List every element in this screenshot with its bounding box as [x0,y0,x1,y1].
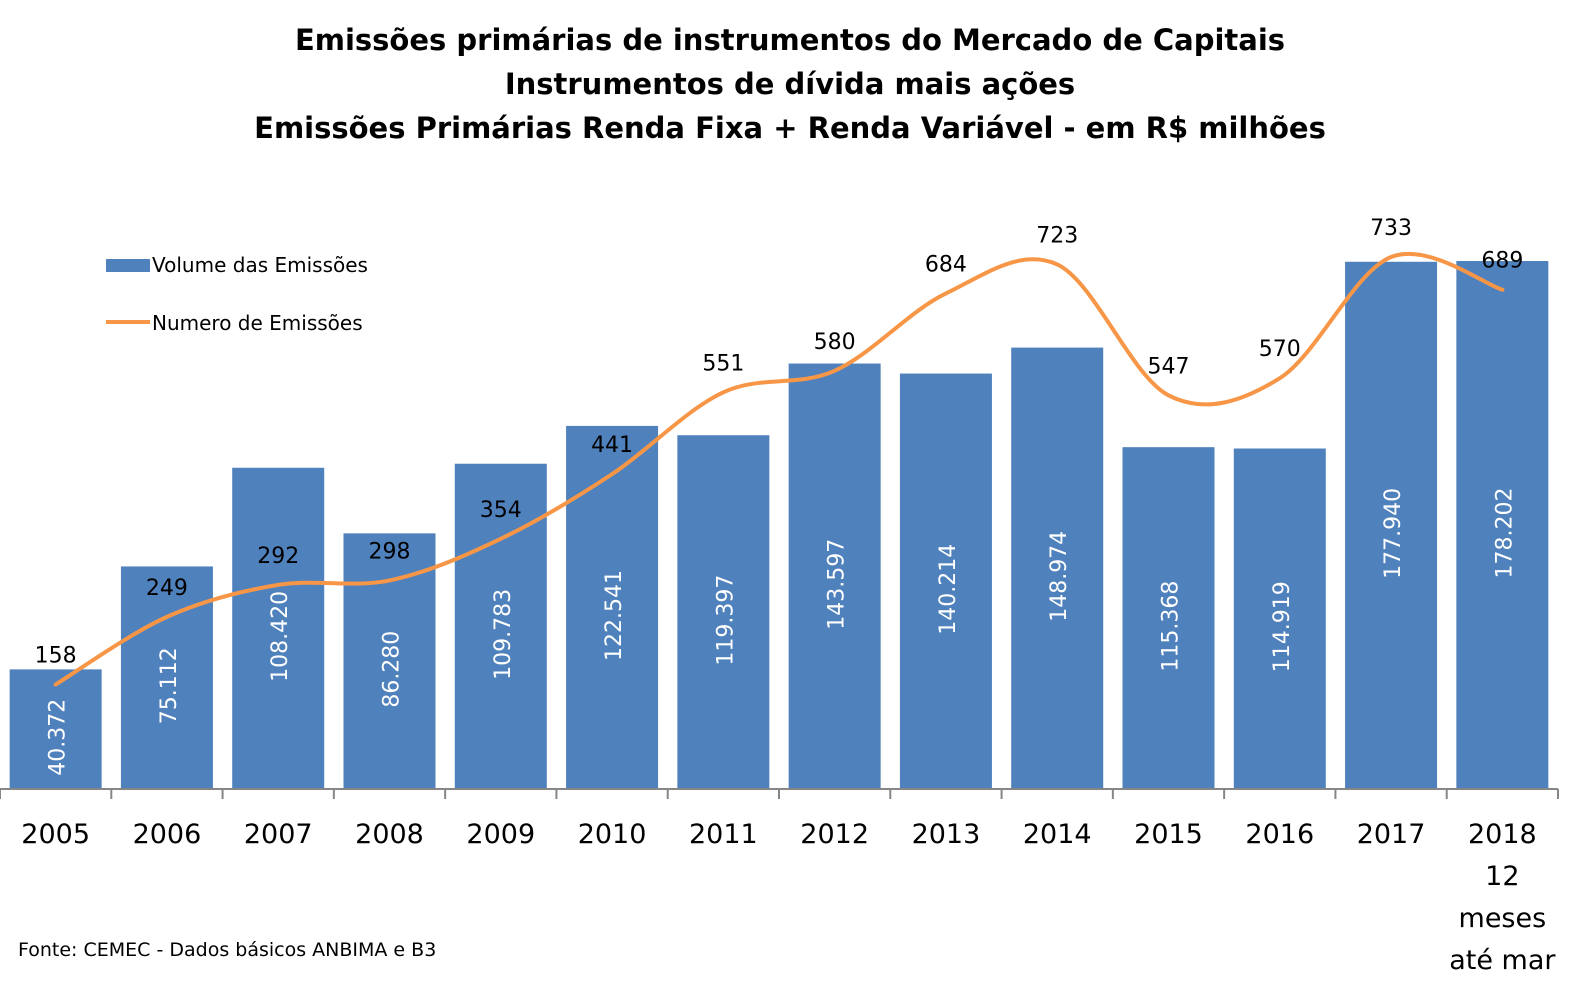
x-tick-label: 2013 [912,819,981,850]
bar-value-label: 115.368 [1159,581,1184,672]
line-value-label: 547 [1148,354,1190,379]
bar-value-label: 75.112 [157,647,182,724]
line-value-label: 354 [480,498,522,523]
line-value-label: 292 [257,544,299,569]
line-series-numero-de-emissoes [53,251,1505,687]
chart-title-line-2: Instrumentos de dívida mais ações [504,67,1076,101]
bar-value-label: 177.940 [1381,488,1406,579]
x-tick-label: 2008 [355,819,424,850]
bar-value-label: 108.420 [268,591,293,682]
bar-2007 [232,467,325,789]
bar-series [9,261,1549,790]
bar-2010 [566,425,659,789]
bar-value-label: 40.372 [46,699,71,776]
chart-title-line-1: Emissões primárias de instrumentos do Me… [294,23,1286,57]
bar-2011 [677,435,770,789]
bar-value-label: 122.541 [602,570,627,661]
x-tick-label: 2011 [689,819,758,850]
line-value-label: 249 [146,576,188,601]
x-tick-label: 2006 [133,819,202,850]
bar-2012 [788,363,881,789]
bar-value-label: 178.202 [1492,488,1517,579]
x-tick-label: 2016 [1245,819,1314,850]
x-tick-label: 2014 [1023,819,1092,850]
bar-2015 [1122,447,1215,789]
line-value-label: 570 [1259,337,1301,362]
source-note: Fonte: CEMEC - Dados básicos ANBIMA e B3 [18,939,437,961]
bar-value-label: 119.397 [713,575,738,666]
line-value-label: 689 [1481,249,1523,274]
bar-2009 [454,463,547,789]
line-value-label: 551 [702,351,744,376]
bar-2013 [899,373,992,789]
x-tick-label: 2007 [244,819,313,850]
bar-value-label: 148.974 [1047,531,1072,622]
line-value-label: 723 [1036,223,1078,248]
bar-value-label: 86.280 [380,631,405,708]
line-value-label: 298 [369,539,411,564]
line-value-label: 733 [1370,216,1412,241]
x-tick-label: 2012 [800,819,869,850]
bar-2008 [343,533,436,789]
x-axis: 2005 2006 2007 2008 2009 2010 2011 2012 2013 2014… [0,788,1559,976]
line-value-labels: 158 249 292 298 354 441 551 580 684 723 547 570 733 6… [35,216,1524,669]
line-value-label: 580 [814,330,856,355]
legend: Volume das Emissões Numero de Emissões [106,253,368,335]
legend-label-numero: Numero de Emissões [152,311,363,335]
x-tick-label: 2010 [578,819,647,850]
bar-2017 [1345,261,1438,790]
chart-title: Emissões primárias de instrumentos do Me… [0,18,1580,150]
bar-value-label: 143.597 [825,539,850,630]
bar-value-label: 114.919 [1270,581,1295,672]
legend-label-volume: Volume das Emissões [152,253,368,277]
chart-title-line-3: Emissões Primárias Renda Fixa + Renda Va… [254,111,1326,145]
bar-value-labels: 40.372 75.112 108.420 86.280 109.783 122.541 1… [46,488,1518,776]
bar-2018 [1456,261,1549,789]
bar-2016 [1233,448,1326,789]
line-value-label: 441 [591,433,633,458]
x-tick-label: 2009 [466,819,535,850]
x-tick-label: meses [1459,903,1547,934]
x-tick-label: 2018 [1468,819,1537,850]
bar-2005 [9,669,102,789]
x-tick-label: 2015 [1134,819,1203,850]
x-tick-label: 2005 [21,819,90,850]
x-tick-label: 12 [1485,861,1519,892]
bar-value-label: 140.214 [936,544,961,635]
bar-value-label: 109.783 [491,589,516,680]
legend-swatch-volume [106,259,150,272]
x-tick-label: até mar [1449,945,1556,976]
line-value-label: 684 [925,252,967,277]
line-value-label: 158 [35,644,77,669]
bar-2014 [1011,347,1104,789]
x-tick-label: 2017 [1357,819,1426,850]
